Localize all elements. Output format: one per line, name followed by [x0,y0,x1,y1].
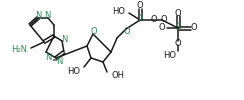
Text: HO: HO [67,68,80,76]
Text: O: O [91,26,97,36]
Text: HO: HO [163,50,176,60]
Text: HO: HO [112,6,125,16]
Text: O: O [191,24,197,32]
Text: H₂N: H₂N [11,44,27,54]
Text: O: O [124,28,130,36]
Text: OH: OH [111,72,124,80]
Text: O: O [137,2,143,10]
Text: N: N [46,52,52,62]
Text: N: N [44,10,50,20]
Text: N: N [35,10,41,20]
Text: O: O [161,16,167,24]
Text: N: N [56,56,62,66]
Text: P: P [137,16,142,24]
Text: O: O [151,16,157,24]
Text: S: S [175,24,181,32]
Text: O: O [158,24,165,32]
Text: N: N [61,34,67,44]
Text: =: = [51,57,57,63]
Text: O: O [175,8,181,18]
Text: O: O [175,40,181,48]
